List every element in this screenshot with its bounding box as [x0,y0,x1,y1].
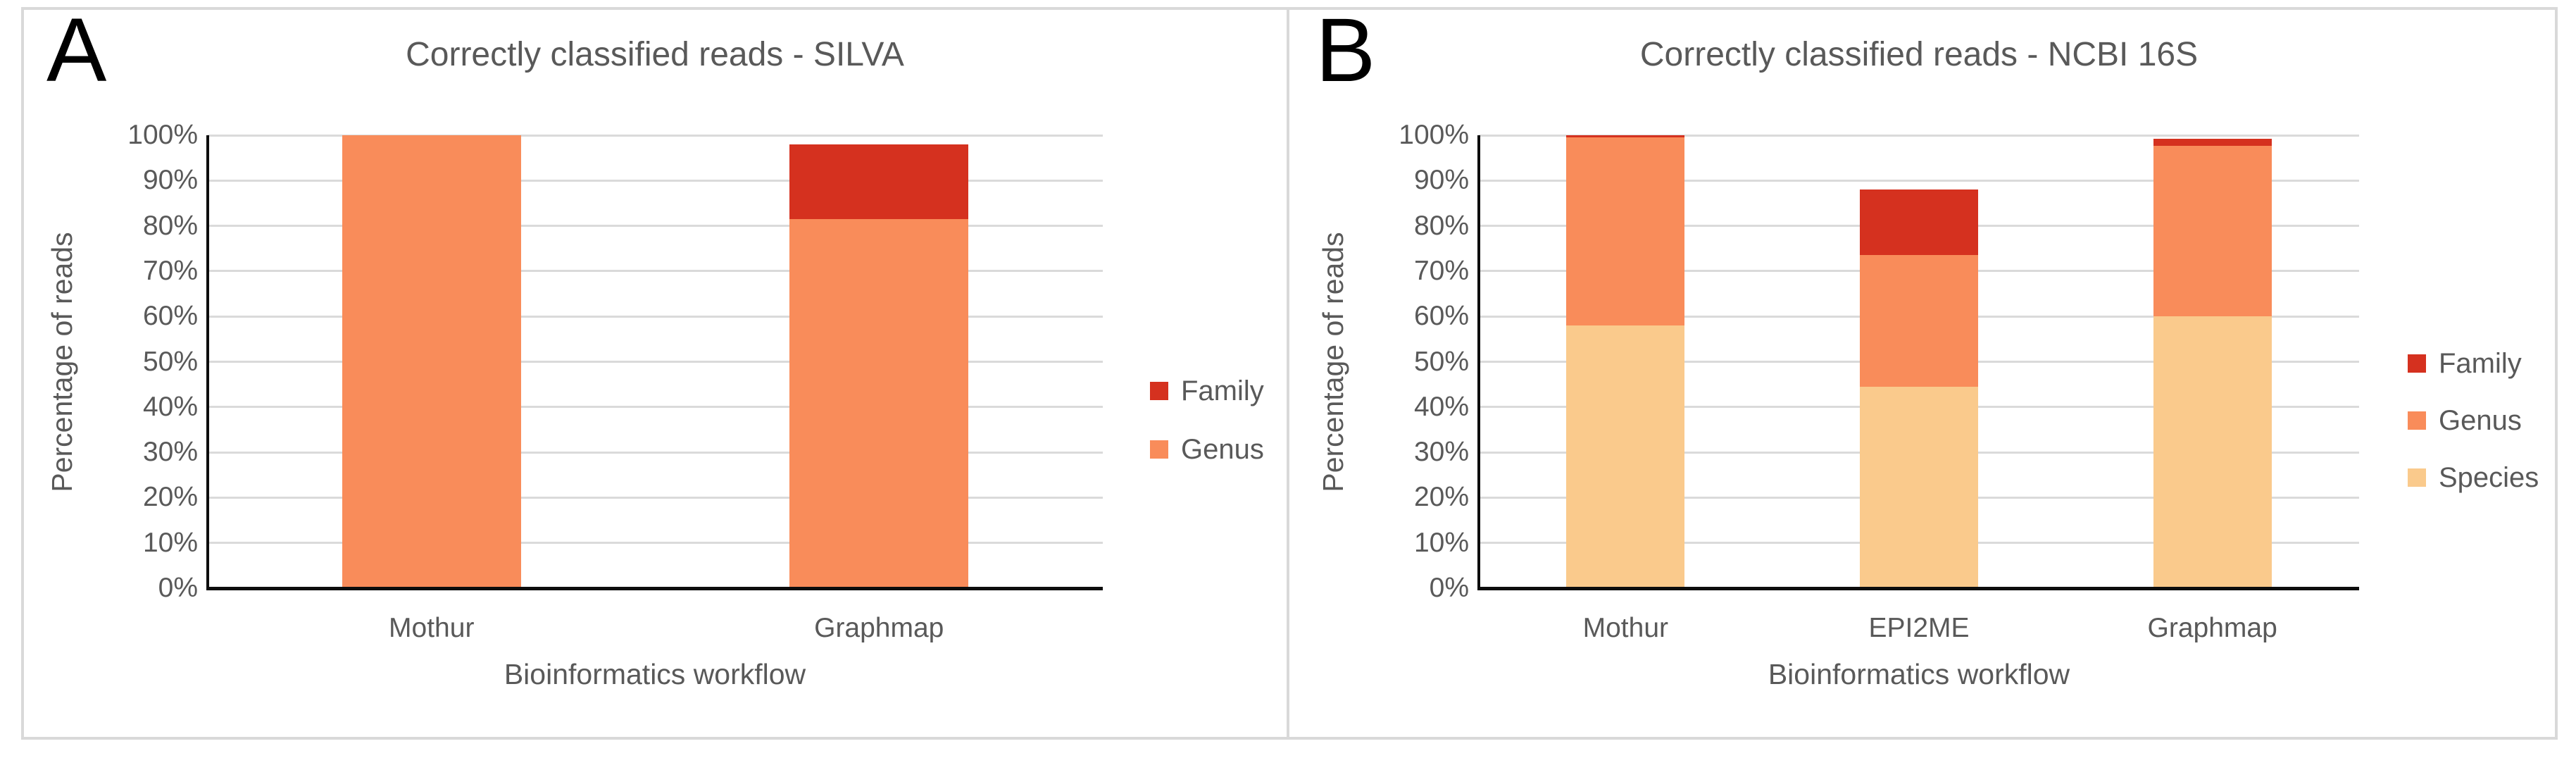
gridline-30% [208,451,1103,454]
bar-segment-family-mothur [1566,135,1685,137]
bar-segment-species-mothur [1566,325,1685,588]
x-axis-line [1477,587,2359,590]
x-category-label-mothur: Mothur [1582,613,1669,643]
y-tick-label-50%: 50% [142,346,198,377]
panel-divider [1287,7,1289,740]
bar-segment-family-epi2me [1860,190,1978,256]
gridline-90% [208,179,1103,182]
x-category-label-graphmap: Graphmap [2147,613,2277,643]
y-tick-label-100%: 100% [1399,120,1469,150]
y-tick-label-10%: 10% [142,527,198,558]
panel-b-chart-title: Correctly classified reads - NCBI 16S [1639,36,2199,73]
bar-segment-genus-epi2me [1860,255,1978,387]
y-tick-label-40%: 40% [142,391,198,422]
legend-label-species: Species [2439,462,2539,493]
bar-segment-genus-mothur [1566,137,1685,326]
y-tick-label-80%: 80% [142,210,198,241]
gridline-50% [208,361,1103,363]
y-tick-label-40%: 40% [1413,391,1469,422]
x-category-label-epi2me: EPI2ME [1868,613,1970,643]
y-tick-label-60%: 60% [142,301,198,332]
panel-a-chart-title: Correctly classified reads - SILVA [406,36,904,73]
y-tick-label-80%: 80% [1413,210,1469,241]
bar-segment-genus-graphmap [2153,145,2272,317]
legend-swatch-genus [1150,440,1168,459]
panel-a-x-axis-title: Bioinformatics workflow [504,658,806,690]
panel-b-y-axis-title: Percentage of reads [1317,232,1349,492]
y-axis-line [1477,135,1480,590]
legend-label-family: Family [1181,375,1264,406]
y-tick-label-70%: 70% [1413,255,1469,286]
gridline-80% [208,225,1103,228]
y-tick-label-100%: 100% [127,120,198,150]
legend-label-genus: Genus [2439,405,2522,436]
gridline-10% [208,542,1103,545]
bar-segment-species-epi2me [1860,386,1978,588]
gridline-100% [208,134,1103,137]
gridline-40% [208,406,1103,409]
legend-label-family: Family [2439,348,2522,379]
bar-segment-species-graphmap [2153,316,2272,588]
x-category-label-graphmap: Graphmap [814,613,944,643]
y-tick-label-10%: 10% [1413,527,1469,558]
y-tick-label-90%: 90% [142,165,198,196]
y-tick-label-0%: 0% [158,573,198,603]
y-tick-label-30%: 30% [1413,437,1469,468]
legend-swatch-genus [2408,411,2426,430]
legend-swatch-species [2408,468,2426,487]
y-tick-label-0%: 0% [1429,573,1469,603]
panel-b-letter: B [1315,0,1376,101]
legend-swatch-family [2408,354,2426,373]
panel-a-y-axis-title: Percentage of reads [46,232,78,492]
gridline-70% [208,270,1103,273]
x-axis-line [206,587,1103,590]
y-tick-label-20%: 20% [1413,482,1469,513]
panel-a-letter: A [46,0,107,101]
y-tick-label-20%: 20% [142,482,198,513]
bar-segment-family-graphmap [2153,139,2272,146]
bar-segment-genus-graphmap [789,218,969,588]
legend-swatch-family [1150,381,1168,400]
y-tick-label-70%: 70% [142,255,198,286]
bar-segment-family-graphmap [789,144,969,219]
gridline-100% [1479,134,2359,137]
bar-segment-genus-mothur [342,135,521,588]
y-tick-label-90%: 90% [1413,165,1469,196]
y-axis-line [206,135,209,590]
gridline-90% [1479,179,2359,182]
panel-b-x-axis-title: Bioinformatics workflow [1768,658,2070,690]
y-tick-label-50%: 50% [1413,346,1469,377]
gridline-60% [208,315,1103,318]
gridline-20% [208,496,1103,499]
y-tick-label-30%: 30% [142,437,198,468]
figure-border [21,7,2558,740]
y-tick-label-60%: 60% [1413,301,1469,332]
legend-label-genus: Genus [1181,433,1264,465]
x-category-label-mothur: Mothur [389,613,475,643]
